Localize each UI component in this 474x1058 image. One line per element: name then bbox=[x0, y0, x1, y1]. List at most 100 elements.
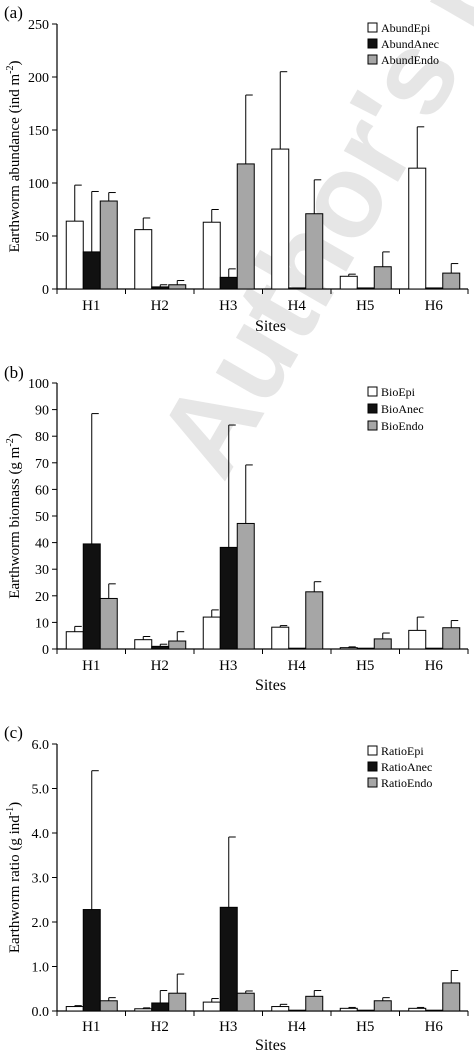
x-axis-title: Sites bbox=[255, 318, 286, 335]
bar-RatioAnec-H6 bbox=[425, 1009, 444, 1012]
x-tick-label: H5 bbox=[356, 1019, 374, 1035]
bar-RatioEndo-H4 bbox=[305, 995, 324, 1012]
bar-RatioEpi-H4 bbox=[271, 1006, 290, 1012]
bar-BioAnec-H2 bbox=[151, 645, 170, 650]
bar-RatioEndo-H3 bbox=[236, 992, 255, 1012]
chart-panel-3: (c) Earthworm ratio (g ind-1) 0.0 1.0 2.0 3.0… bbox=[4, 723, 469, 1054]
y-tick-label: 0 bbox=[42, 643, 49, 658]
y-tick-label: 6.0 bbox=[32, 738, 50, 753]
y-tick-label: 150 bbox=[28, 124, 49, 139]
x-axis-title: Sites bbox=[255, 677, 286, 694]
x-axis-title: Sites bbox=[255, 1037, 286, 1054]
bar-AbundEndo-H1 bbox=[99, 200, 118, 290]
bar-BioAnec-H1 bbox=[82, 543, 101, 650]
bar-AbundAnec-H1 bbox=[82, 251, 101, 290]
x-tick-label: H3 bbox=[219, 298, 237, 314]
bar-AbundEndo-H4 bbox=[305, 213, 324, 290]
bar-AbundEndo-H5 bbox=[373, 266, 392, 290]
y-tick-label: 40 bbox=[35, 537, 49, 552]
bar-AbundEpi-H3 bbox=[202, 221, 221, 290]
legend-swatch bbox=[367, 777, 378, 788]
y-tick-label: 2.0 bbox=[32, 916, 50, 931]
bar-AbundAnec-H2 bbox=[151, 286, 170, 290]
y-tick-label: 60 bbox=[35, 483, 49, 498]
bar-BioAnec-H6 bbox=[425, 647, 444, 650]
legend-label: AbundEpi bbox=[381, 21, 431, 35]
legend-swatch bbox=[367, 420, 378, 431]
y-tick-label: 50 bbox=[35, 510, 49, 525]
legend-swatch bbox=[367, 386, 378, 397]
bar-AbundAnec-H6 bbox=[425, 287, 444, 290]
bar-BioEpi-H5 bbox=[339, 647, 358, 650]
y-tick-label: 30 bbox=[35, 563, 49, 578]
x-tick-label: H4 bbox=[288, 1019, 307, 1035]
bar-BioEndo-H5 bbox=[373, 638, 392, 650]
bar-RatioAnec-H3 bbox=[219, 906, 238, 1012]
bar-RatioEpi-H6 bbox=[408, 1007, 427, 1012]
bar-BioEndo-H2 bbox=[168, 640, 187, 650]
y-tick-label: 200 bbox=[28, 71, 49, 86]
chart-panel-2: (b) Earthworm biomass (g m-2) 0 10 20 30 40 50 6… bbox=[4, 363, 469, 694]
x-tick-label: H6 bbox=[425, 298, 444, 314]
legend-label: RatioAnec bbox=[381, 760, 432, 774]
legend: RatioEpi RatioAnec RatioEndo bbox=[367, 744, 432, 790]
y-tick-label: 50 bbox=[35, 230, 49, 245]
x-tick-label: H1 bbox=[82, 298, 100, 314]
bar-BioEpi-H1 bbox=[65, 631, 84, 650]
x-tick-label: H2 bbox=[151, 658, 169, 674]
legend-label: RatioEpi bbox=[381, 744, 424, 758]
bar-AbundEndo-H2 bbox=[168, 284, 187, 290]
panel-label: (b) bbox=[4, 363, 24, 382]
bar-RatioEpi-H5 bbox=[339, 1007, 358, 1012]
x-tick-label: H5 bbox=[356, 298, 374, 314]
bar-RatioEndo-H2 bbox=[168, 992, 187, 1012]
y-tick-label: 100 bbox=[28, 377, 49, 392]
x-tick-label: H4 bbox=[288, 298, 307, 314]
y-tick-label: 20 bbox=[35, 590, 49, 605]
legend-swatch bbox=[367, 745, 378, 756]
bar-AbundEpi-H6 bbox=[408, 167, 427, 290]
bar-AbundAnec-H4 bbox=[288, 287, 307, 290]
bar-RatioAnec-H2 bbox=[151, 1002, 170, 1012]
bar-RatioEpi-H2 bbox=[134, 1008, 153, 1012]
bar-AbundEpi-H4 bbox=[271, 148, 290, 290]
legend-swatch bbox=[367, 22, 378, 33]
bar-BioEndo-H1 bbox=[99, 597, 118, 650]
y-axis-title: Earthworm abundance (ind m-2) bbox=[5, 60, 23, 252]
y-axis-title: Earthworm ratio (g ind-1) bbox=[5, 802, 23, 953]
bar-AbundAnec-H5 bbox=[356, 287, 375, 290]
x-tick-label: H6 bbox=[425, 1019, 444, 1035]
x-tick-label: H6 bbox=[425, 658, 444, 674]
bar-BioAnec-H5 bbox=[356, 647, 375, 650]
x-tick-label: H3 bbox=[219, 658, 237, 674]
y-tick-label: 70 bbox=[35, 457, 49, 472]
bar-RatioEndo-H5 bbox=[373, 1000, 392, 1012]
legend-label: RatioEndo bbox=[381, 776, 432, 790]
y-tick-label: 1.0 bbox=[32, 961, 50, 976]
bar-RatioEpi-H3 bbox=[202, 1001, 221, 1012]
y-tick-label: 0.0 bbox=[32, 1005, 50, 1020]
bar-RatioEndo-H6 bbox=[442, 982, 461, 1012]
legend-swatch bbox=[367, 403, 378, 414]
bar-AbundEndo-H6 bbox=[442, 272, 461, 290]
bar-RatioAnec-H1 bbox=[82, 909, 101, 1012]
x-tick-label: H2 bbox=[151, 298, 169, 314]
legend-swatch bbox=[367, 54, 378, 65]
bar-RatioAnec-H4 bbox=[288, 1009, 307, 1012]
bar-BioEpi-H3 bbox=[202, 616, 221, 650]
bar-BioEpi-H4 bbox=[271, 626, 290, 650]
bar-RatioEndo-H1 bbox=[99, 1000, 118, 1012]
y-axis-title: Earthworm biomass (g m-2) bbox=[5, 433, 23, 598]
y-tick-label: 4.0 bbox=[32, 827, 50, 842]
bar-BioEndo-H6 bbox=[442, 627, 461, 650]
legend-label: BioEndo bbox=[381, 419, 424, 433]
y-tick-label: 80 bbox=[35, 430, 49, 445]
x-tick-label: H3 bbox=[219, 1019, 237, 1035]
bar-AbundEndo-H3 bbox=[236, 163, 255, 290]
x-tick-label: H5 bbox=[356, 658, 374, 674]
bar-BioEpi-H6 bbox=[408, 629, 427, 650]
panel-label: (a) bbox=[4, 3, 23, 22]
y-tick-label: 100 bbox=[28, 177, 49, 192]
y-tick-label: 0 bbox=[42, 283, 49, 298]
bar-AbundEpi-H5 bbox=[339, 275, 358, 290]
